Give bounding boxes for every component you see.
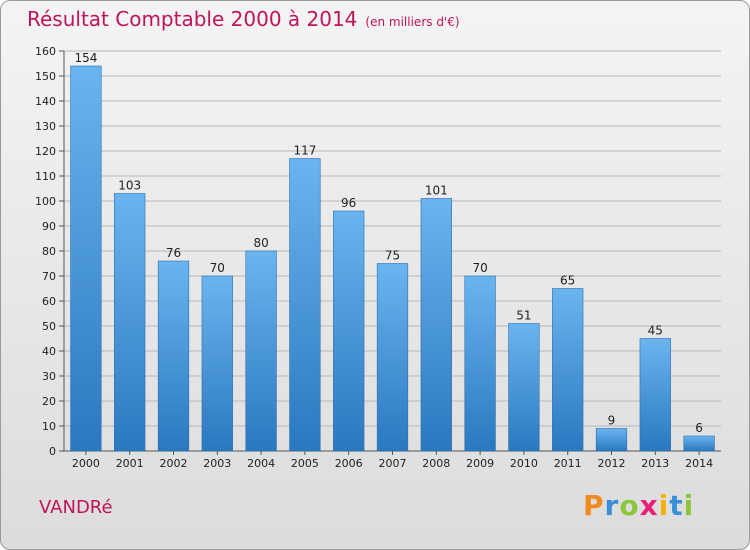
bar-2003 xyxy=(201,275,233,452)
value-label-2006: 96 xyxy=(341,196,356,210)
bar-2010 xyxy=(508,323,540,452)
bar-2011 xyxy=(552,288,584,452)
x-tick-label-2012: 2012 xyxy=(598,457,626,470)
y-tick-label-160: 160 xyxy=(35,45,56,58)
y-tick-label-20: 20 xyxy=(42,395,56,408)
value-label-2011: 65 xyxy=(560,274,575,288)
x-tick-label-2010: 2010 xyxy=(510,457,538,470)
y-tick-label-150: 150 xyxy=(35,70,56,83)
y-tick-label-70: 70 xyxy=(42,270,56,283)
y-tick-label-80: 80 xyxy=(42,245,56,258)
value-label-2003: 70 xyxy=(210,261,225,275)
bar-2009 xyxy=(464,275,496,452)
chart-title: Résultat Comptable 2000 à 2014 (en millie… xyxy=(27,7,460,31)
value-label-2002: 76 xyxy=(166,246,181,260)
x-tick-label-2004: 2004 xyxy=(247,457,275,470)
bar-2000 xyxy=(70,65,102,452)
value-label-2001: 103 xyxy=(118,179,141,193)
bar-2013 xyxy=(639,338,671,452)
y-tick-label-40: 40 xyxy=(42,345,56,358)
x-tick-label-2011: 2011 xyxy=(554,457,582,470)
value-label-2010: 51 xyxy=(516,309,531,323)
value-label-2000: 154 xyxy=(74,51,97,65)
value-label-2004: 80 xyxy=(253,236,268,250)
bar-2012 xyxy=(595,428,628,452)
logo-letter: P xyxy=(583,489,605,522)
value-label-2009: 70 xyxy=(472,261,487,275)
chart-title-text: Résultat Comptable 2000 à 2014 xyxy=(27,7,358,31)
x-tick-label-2008: 2008 xyxy=(422,457,450,470)
x-tick-label-2006: 2006 xyxy=(335,457,363,470)
logo-letter: x xyxy=(639,489,659,522)
bar-2014 xyxy=(683,435,715,452)
x-tick-label-2002: 2002 xyxy=(160,457,188,470)
place-name: VANDRé xyxy=(39,497,113,518)
unit-label: (en milliers d'€) xyxy=(365,15,460,29)
y-tick-label-50: 50 xyxy=(42,320,56,333)
logo-letter: i xyxy=(683,489,695,522)
x-tick-label-2003: 2003 xyxy=(203,457,231,470)
bar-2007 xyxy=(376,263,409,452)
bar-2006 xyxy=(333,210,365,452)
logo-letter: r xyxy=(604,489,620,522)
x-tick-label-2013: 2013 xyxy=(641,457,669,470)
y-tick-label-110: 110 xyxy=(35,170,56,183)
y-tick-label-60: 60 xyxy=(42,295,56,308)
x-tick-label-2007: 2007 xyxy=(379,457,407,470)
x-tick-label-2014: 2014 xyxy=(685,457,713,470)
x-tick-label-2009: 2009 xyxy=(466,457,494,470)
y-tick-label-120: 120 xyxy=(35,145,56,158)
y-tick-label-10: 10 xyxy=(42,420,56,433)
logo-letter: i xyxy=(658,489,670,522)
value-label-2007: 75 xyxy=(385,249,400,263)
bar-2004 xyxy=(245,250,277,452)
y-tick-label-0: 0 xyxy=(49,445,56,458)
y-tick-label-90: 90 xyxy=(42,220,56,233)
y-tick-label-100: 100 xyxy=(35,195,56,208)
value-label-2008: 101 xyxy=(425,184,448,198)
x-tick-label-2005: 2005 xyxy=(291,457,319,470)
y-tick-label-30: 30 xyxy=(42,370,56,383)
value-labels: 154 103 76 70 80 117 96 75 101 70 51 65 9 45 6 xyxy=(74,51,702,435)
y-tick-label-130: 130 xyxy=(35,120,56,133)
bar-2005 xyxy=(289,158,321,452)
bar-2002 xyxy=(157,260,190,452)
logo-letter: t xyxy=(669,489,684,522)
value-label-2013: 45 xyxy=(648,324,663,338)
value-label-2012: 9 xyxy=(608,414,616,428)
y-tick-labels: 0 10 20 30 40 50 60 70 80 90 100 110 120 130 140 150 160 xyxy=(35,45,56,458)
x-tick-label-2000: 2000 xyxy=(72,457,100,470)
logo-letter: o xyxy=(619,489,640,522)
y-tick-label-140: 140 xyxy=(35,95,56,108)
value-label-2005: 117 xyxy=(293,144,316,158)
proxiti-logo: Proxiti xyxy=(583,489,694,522)
bar-2008 xyxy=(420,198,452,452)
x-tick-label-2001: 2001 xyxy=(116,457,144,470)
x-tick-labels: 2000 2001 2002 2003 2004 2005 2006 2007 2008 2009… xyxy=(72,457,713,470)
bars xyxy=(70,65,715,452)
value-label-2014: 6 xyxy=(695,421,703,435)
bar-2001 xyxy=(114,193,146,452)
